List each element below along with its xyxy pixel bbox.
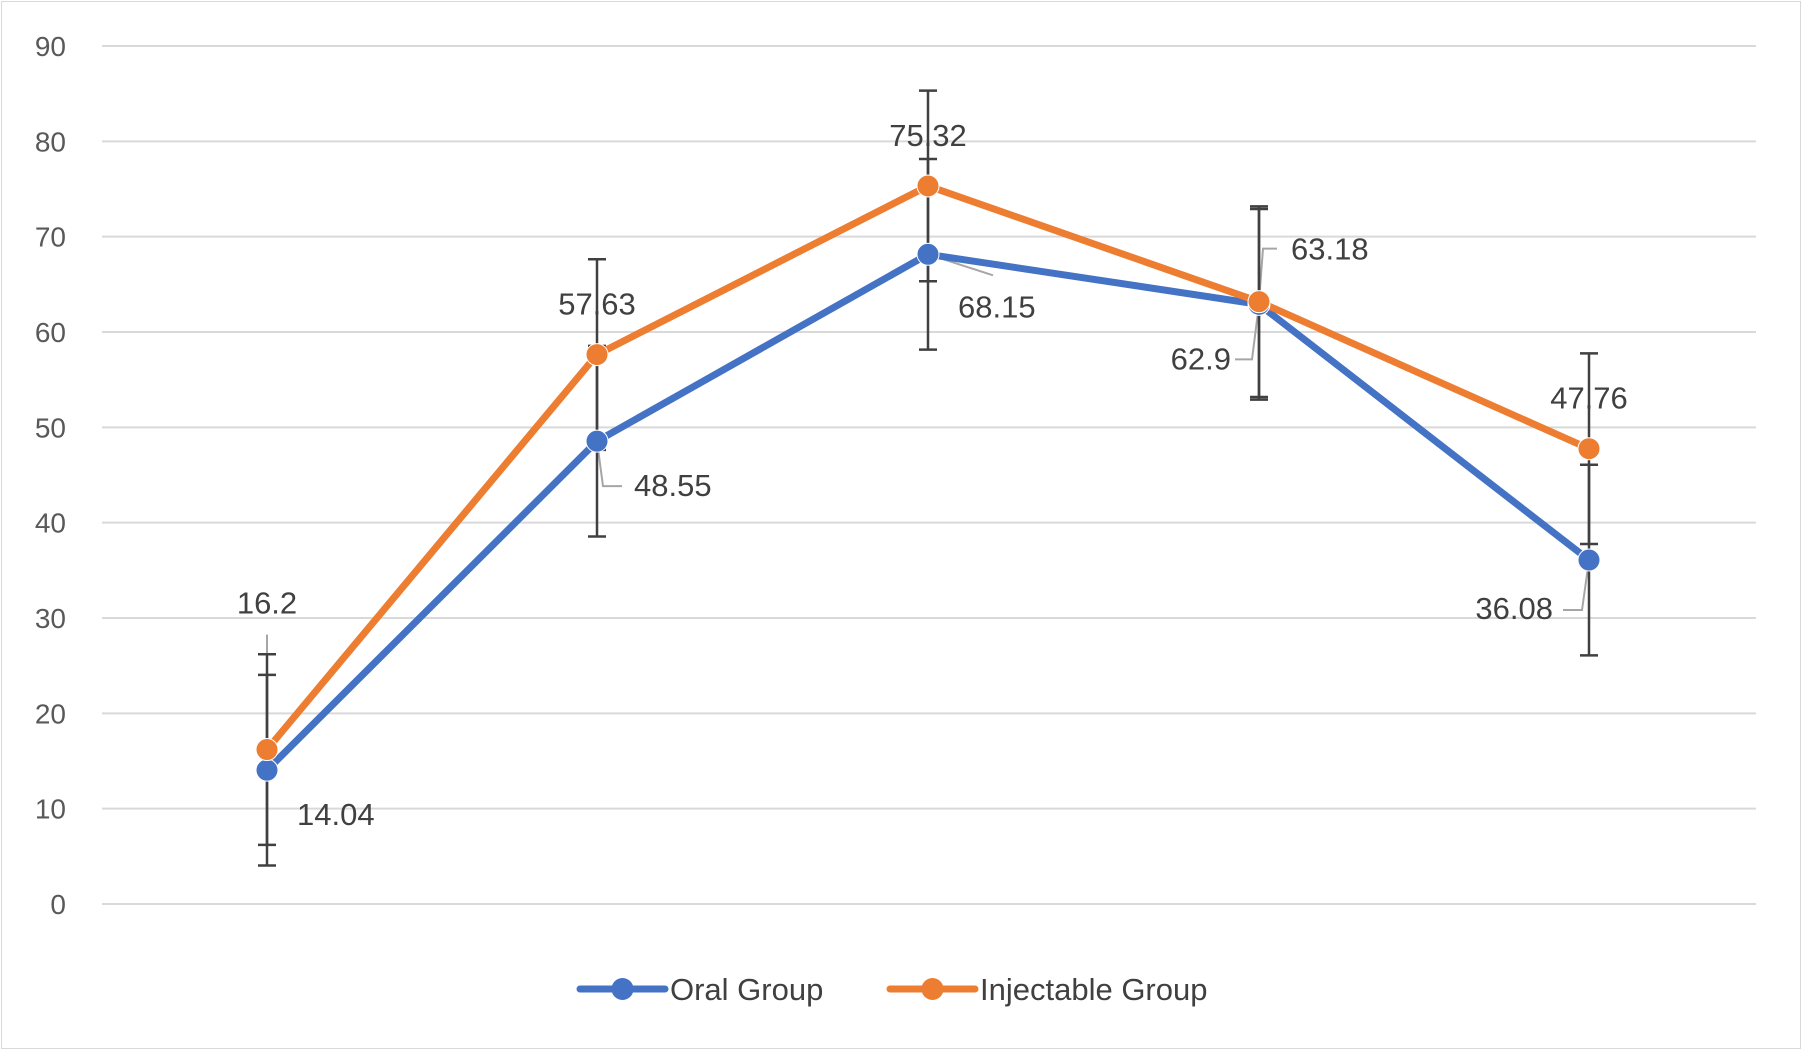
data-label-leader [1258, 247, 1277, 302]
legend-entry-oral: Oral Group [670, 972, 823, 1007]
point-oral [916, 242, 940, 266]
point-injectable [916, 174, 940, 198]
point-oral [255, 758, 279, 782]
y-tick-label: 30 [35, 603, 66, 634]
legend-swatch-marker [611, 978, 634, 1000]
point-injectable [1247, 290, 1271, 314]
error-bars [258, 89, 1598, 867]
data-label-oral: 68.15 [958, 289, 1036, 324]
y-tick-label: 50 [35, 412, 66, 443]
point-oral [585, 429, 609, 453]
data-label-injectable: 16.2 [237, 586, 297, 621]
y-tick-label: 70 [35, 222, 66, 253]
data-label-oral: 48.55 [634, 468, 712, 503]
data-label-injectable: 47.76 [1550, 381, 1628, 416]
point-oral [1577, 548, 1601, 572]
data-label-oral: 36.08 [1475, 591, 1553, 626]
y-axis-tick-labels: 0 10 20 30 40 50 60 70 80 90 [35, 31, 66, 920]
data-label-leader [1235, 304, 1260, 361]
y-tick-label: 80 [35, 126, 66, 157]
y-tick-label: 60 [35, 317, 66, 348]
y-tick-label: 10 [35, 794, 66, 825]
data-label-oral: 62.9 [1171, 341, 1231, 376]
data-label-oral: 14.04 [297, 797, 375, 832]
point-injectable [1577, 437, 1601, 461]
data-label-leader [1563, 559, 1590, 612]
y-tick-label: 0 [50, 889, 66, 920]
legend-swatch-marker [921, 978, 944, 1000]
data-labels: 14.04 48.55 68.15 62.9 36.08 16.2 57.63 75.32 63… [237, 118, 1628, 832]
y-tick-label: 20 [35, 698, 66, 729]
series-markers [255, 174, 1601, 782]
y-tick-label: 40 [35, 508, 66, 539]
data-label-injectable: 75.32 [889, 118, 967, 153]
legend: Oral Group Injectable Group [576, 972, 1207, 1007]
data-label-injectable: 57.63 [558, 287, 636, 322]
legend-entry-injectable: Injectable Group [980, 972, 1207, 1007]
point-injectable [585, 343, 609, 367]
data-label-leader [596, 441, 622, 488]
y-tick-label: 90 [35, 31, 66, 62]
point-injectable [255, 738, 279, 762]
data-label-injectable: 63.18 [1291, 232, 1369, 267]
